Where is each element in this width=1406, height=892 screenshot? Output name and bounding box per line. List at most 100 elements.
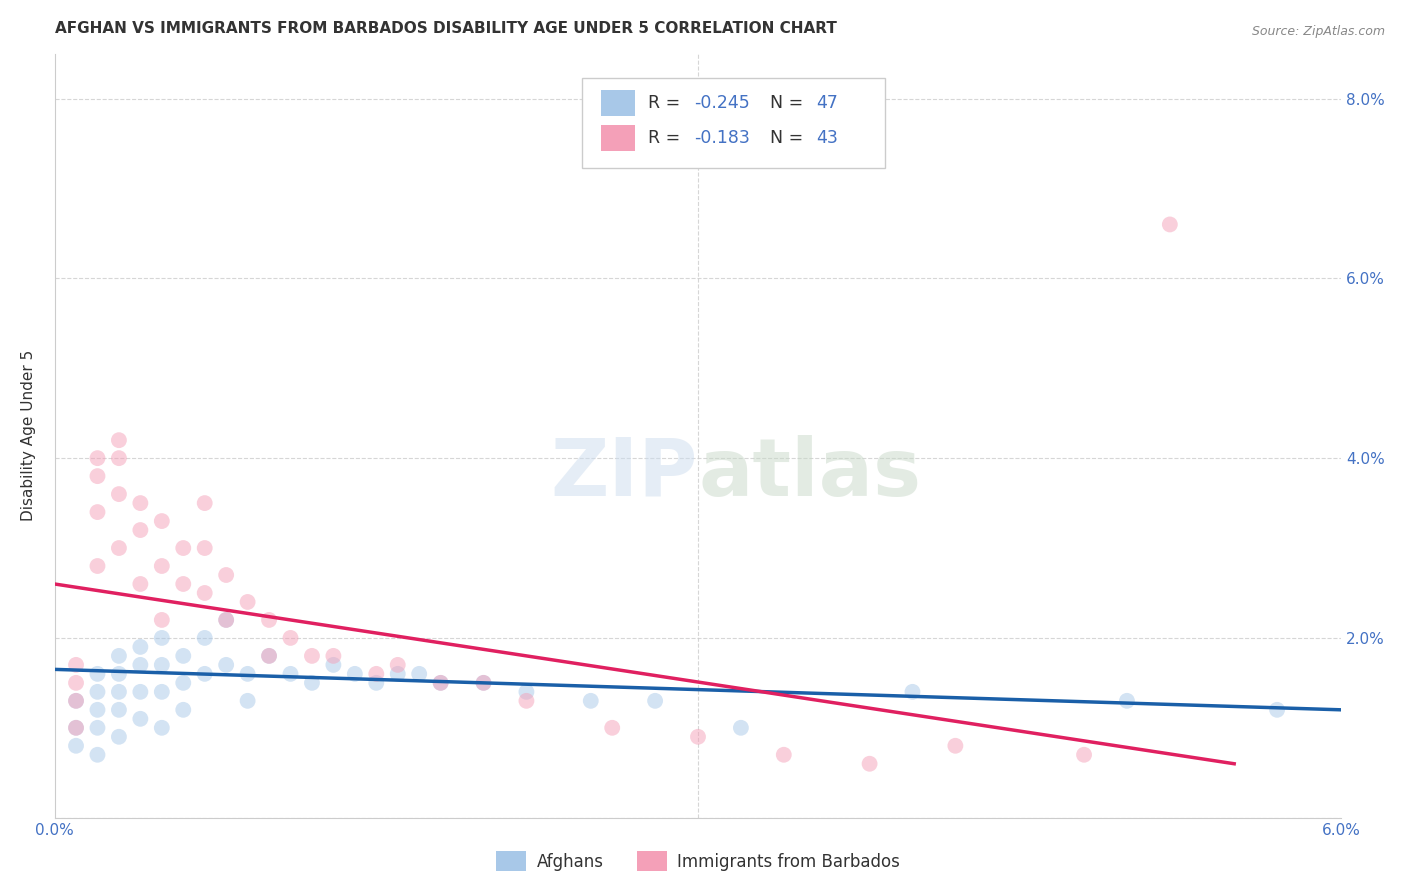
- Point: [408, 666, 430, 681]
- Y-axis label: Disability Age Under 5: Disability Age Under 5: [21, 350, 35, 521]
- Point: [1116, 694, 1139, 708]
- Point: [194, 586, 217, 600]
- Point: [429, 676, 451, 690]
- Point: [301, 648, 323, 663]
- Point: [150, 514, 173, 528]
- Text: -0.183: -0.183: [695, 128, 749, 146]
- Point: [472, 676, 495, 690]
- Point: [1073, 747, 1095, 762]
- Point: [215, 568, 238, 582]
- Point: [257, 648, 280, 663]
- Point: [301, 676, 323, 690]
- Point: [150, 721, 173, 735]
- Point: [901, 685, 924, 699]
- Point: [686, 730, 709, 744]
- Point: [65, 721, 87, 735]
- Point: [172, 541, 194, 555]
- Text: 47: 47: [817, 95, 838, 112]
- Point: [129, 496, 152, 510]
- Point: [150, 613, 173, 627]
- Point: [65, 694, 87, 708]
- Point: [387, 657, 409, 672]
- Point: [108, 648, 131, 663]
- Point: [366, 666, 388, 681]
- Point: [86, 505, 108, 519]
- Point: [943, 739, 966, 753]
- Point: [172, 577, 194, 591]
- Point: [65, 657, 87, 672]
- Point: [65, 721, 87, 735]
- Point: [387, 666, 409, 681]
- Point: [108, 451, 131, 466]
- Point: [600, 721, 623, 735]
- Point: [366, 676, 388, 690]
- Point: [108, 730, 131, 744]
- Point: [236, 694, 259, 708]
- Point: [772, 747, 794, 762]
- Text: 43: 43: [817, 128, 838, 146]
- Point: [108, 685, 131, 699]
- Point: [515, 694, 537, 708]
- Point: [108, 433, 131, 447]
- Point: [322, 657, 344, 672]
- Text: atlas: atlas: [697, 435, 921, 513]
- Point: [322, 648, 344, 663]
- Point: [108, 703, 131, 717]
- Point: [1265, 703, 1288, 717]
- Text: -0.245: -0.245: [695, 95, 749, 112]
- Legend: Afghans, Immigrants from Barbados: Afghans, Immigrants from Barbados: [489, 845, 907, 878]
- Text: N =: N =: [770, 128, 808, 146]
- FancyBboxPatch shape: [582, 78, 884, 169]
- Point: [472, 676, 495, 690]
- Point: [65, 694, 87, 708]
- Point: [86, 559, 108, 574]
- Point: [343, 666, 366, 681]
- FancyBboxPatch shape: [602, 90, 636, 116]
- Point: [194, 631, 217, 645]
- Point: [86, 703, 108, 717]
- Point: [515, 685, 537, 699]
- Point: [129, 577, 152, 591]
- Point: [108, 541, 131, 555]
- Point: [280, 666, 302, 681]
- Point: [129, 712, 152, 726]
- Point: [172, 676, 194, 690]
- Point: [150, 631, 173, 645]
- Text: Source: ZipAtlas.com: Source: ZipAtlas.com: [1251, 25, 1385, 38]
- Point: [129, 657, 152, 672]
- Text: AFGHAN VS IMMIGRANTS FROM BARBADOS DISABILITY AGE UNDER 5 CORRELATION CHART: AFGHAN VS IMMIGRANTS FROM BARBADOS DISAB…: [55, 21, 837, 36]
- Point: [86, 469, 108, 483]
- Point: [1159, 218, 1181, 232]
- Point: [429, 676, 451, 690]
- Text: R =: R =: [648, 95, 686, 112]
- Point: [108, 666, 131, 681]
- Point: [172, 648, 194, 663]
- Point: [129, 523, 152, 537]
- Point: [194, 666, 217, 681]
- Point: [730, 721, 752, 735]
- Point: [215, 657, 238, 672]
- Point: [579, 694, 602, 708]
- Point: [236, 595, 259, 609]
- Point: [172, 703, 194, 717]
- Point: [194, 541, 217, 555]
- FancyBboxPatch shape: [602, 125, 636, 151]
- Text: R =: R =: [648, 128, 686, 146]
- Point: [86, 747, 108, 762]
- Point: [236, 666, 259, 681]
- Point: [280, 631, 302, 645]
- Point: [858, 756, 880, 771]
- Point: [86, 721, 108, 735]
- Point: [86, 451, 108, 466]
- Point: [150, 559, 173, 574]
- Point: [65, 739, 87, 753]
- Point: [215, 613, 238, 627]
- Point: [108, 487, 131, 501]
- Point: [215, 613, 238, 627]
- Point: [150, 657, 173, 672]
- Text: N =: N =: [770, 95, 808, 112]
- Point: [129, 685, 152, 699]
- Point: [65, 676, 87, 690]
- Point: [644, 694, 666, 708]
- Point: [257, 648, 280, 663]
